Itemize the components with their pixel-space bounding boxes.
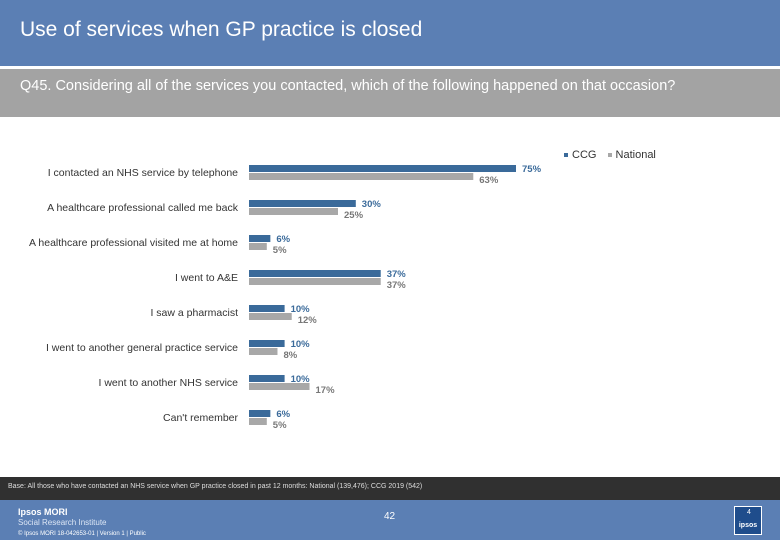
value-label-ccg: 10% [291,339,311,350]
institute-name: Social Research Institute [18,518,107,527]
value-label-ccg: 10% [291,304,311,315]
badge-number: 4 [747,509,751,516]
legend-swatch-ccg [564,153,568,158]
bar-national-4 [249,313,292,320]
page-title: Use of services when GP practice is clos… [20,18,423,41]
bar-ccg-6 [249,375,285,382]
bar-national-1 [249,208,338,215]
bar-national-6 [249,383,310,390]
value-label-ccg: 37% [387,269,407,280]
page-number: 42 [384,511,396,522]
bar-ccg-2 [249,235,271,242]
value-label-ccg: 30% [362,199,382,210]
legend-label-national: National [615,149,656,161]
category-label: A healthcare professional called me back [47,202,239,214]
question-band: Q45. Considering all of the services you… [0,69,780,117]
value-label-ccg: 10% [291,374,311,385]
value-label-national: 25% [344,210,364,221]
chart-legend: CCG National [564,149,664,161]
value-label-national: 5% [273,420,287,431]
bar-national-0 [249,173,474,180]
category-label: I went to another NHS service [99,377,239,389]
value-label-ccg: 6% [276,234,290,245]
copyright-note: © Ipsos MORI 18-042653-01 | Version 1 | … [18,531,146,537]
question-text: Q45. Considering all of the services you… [20,78,676,94]
badge-text: ipsos [738,522,758,529]
value-label-national: 5% [273,245,287,256]
bar-national-7 [249,418,267,425]
bar-national-5 [249,348,278,355]
bar-ccg-7 [249,410,271,417]
bar-ccg-4 [249,305,285,312]
legend-item-national: National [607,149,656,161]
category-label: Can't remember [163,412,238,424]
value-label-ccg: 75% [522,164,542,175]
category-label: A healthcare professional visited me at … [29,237,238,249]
value-label-national: 37% [387,280,407,291]
legend-swatch-national [607,153,612,158]
legend-label-ccg: CCG [572,149,597,161]
bar-national-2 [249,243,267,250]
bar-ccg-5 [249,340,285,347]
base-note-bar: Base: All those who have contacted an NH… [0,477,780,500]
bar-ccg-1 [249,200,356,207]
category-label: I went to A&E [175,272,238,284]
legend-item-ccg: CCG [564,149,596,161]
bar-ccg-0 [249,165,516,172]
bar-ccg-3 [249,270,381,277]
category-label: I saw a pharmacist [150,307,238,319]
value-label-national: 12% [298,315,318,326]
category-label: I went to another general practice servi… [46,342,238,354]
value-label-ccg: 6% [276,409,290,420]
value-label-national: 63% [479,175,499,186]
base-note: Base: All those who have contacted an NH… [8,483,423,490]
ipsos-mori-logo: Ipsos MORI [18,507,68,517]
ipsos-badge-logo: 4 ipsos [734,506,762,535]
value-label-national: 8% [283,350,297,361]
bar-national-3 [249,278,381,285]
value-label-national: 17% [316,385,336,396]
bar-chart: I contacted an NHS service by telephone 7… [29,164,542,431]
category-label: I contacted an NHS service by telephone [48,167,238,179]
header-bar: Use of services when GP practice is clos… [0,0,780,66]
